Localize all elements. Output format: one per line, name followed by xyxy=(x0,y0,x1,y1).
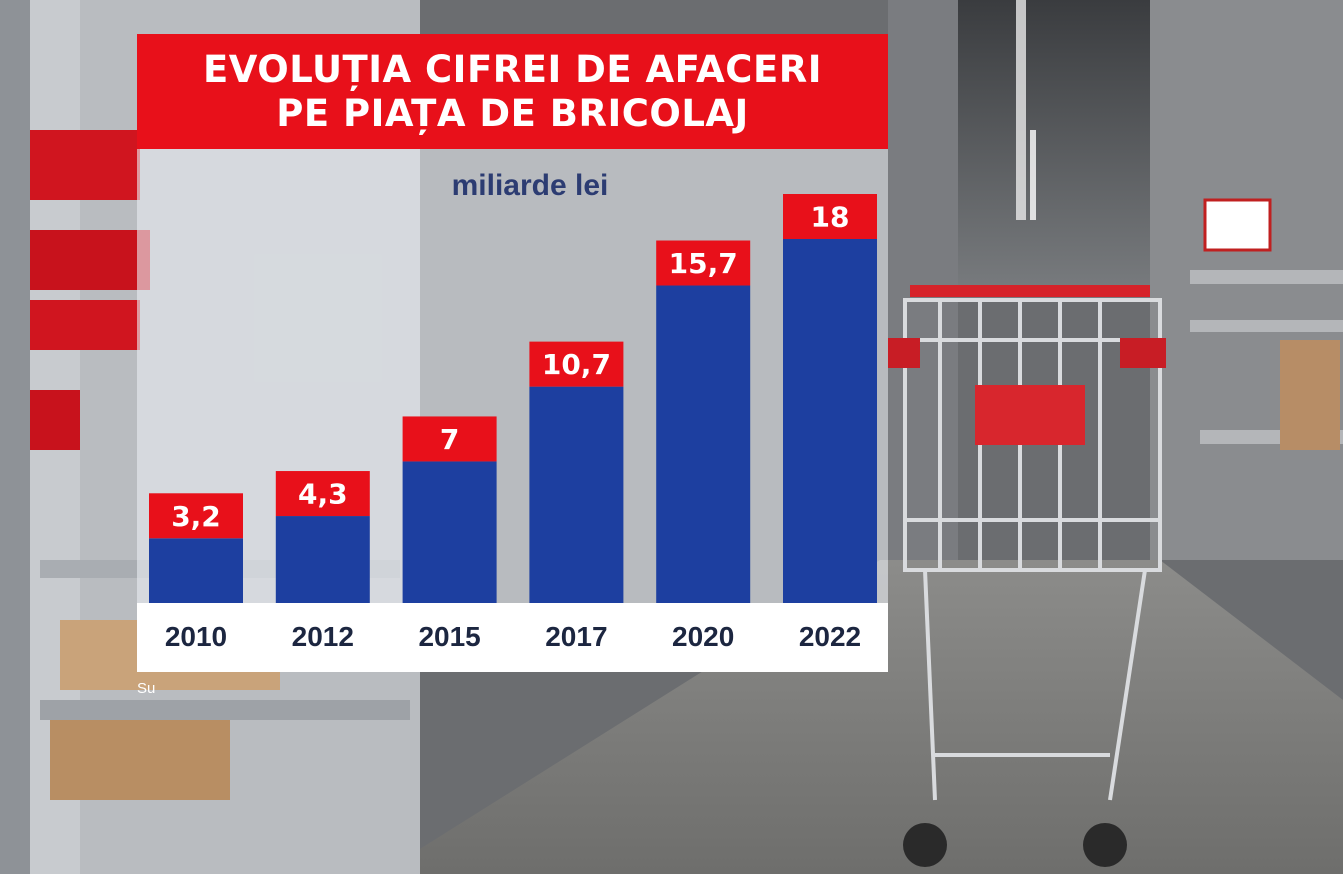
x-tick-2017: 2017 xyxy=(545,621,608,652)
chart-title-line-1: EVOLUȚIA CIFREI DE AFACERI xyxy=(202,47,822,91)
bar-2020 xyxy=(656,285,751,603)
value-label-box-2012 xyxy=(275,471,370,517)
x-tick-2015: 2015 xyxy=(418,621,481,652)
bar-2017 xyxy=(529,386,624,603)
bar-2022 xyxy=(783,239,877,603)
x-tick-2020: 2020 xyxy=(672,621,735,652)
chart-title-line-2: PE PIAȚA DE BRICOLAJ xyxy=(276,91,749,135)
value-label-2020: 15,7 xyxy=(669,247,738,280)
bar-2012 xyxy=(275,516,370,603)
value-label-box-2017 xyxy=(529,341,624,387)
plot-area xyxy=(137,149,888,603)
chart-title-bar: EVOLUȚIA CIFREI DE AFACERI PE PIAȚA DE B… xyxy=(137,34,888,149)
chart-panel: EVOLUȚIA CIFREI DE AFACERI PE PIAȚA DE B… xyxy=(137,34,888,672)
x-axis-strip xyxy=(137,603,888,672)
value-label-2012: 4,3 xyxy=(298,478,348,511)
value-label-box-2015 xyxy=(402,416,497,462)
x-tick-2012: 2012 xyxy=(291,621,354,652)
bar-chart-svg: 3,2 4,3 7 10,7 15,7 18 xyxy=(149,194,877,603)
bar-2015 xyxy=(402,461,497,603)
x-tick-2022: 2022 xyxy=(798,621,862,652)
x-tick-2010: 2010 xyxy=(164,621,228,652)
source-caption-fragment: Su xyxy=(137,680,156,697)
unit-label: miliarde lei xyxy=(451,169,609,202)
value-label-box-2010 xyxy=(149,493,243,539)
value-label-2017: 10,7 xyxy=(542,348,611,381)
value-label-2015: 7 xyxy=(440,423,459,456)
value-label-box-2022 xyxy=(783,194,877,239)
value-label-2010: 3,2 xyxy=(171,500,221,533)
value-label-box-2020 xyxy=(656,240,751,286)
bar-2010 xyxy=(149,538,243,603)
value-label-2022: 18 xyxy=(811,201,850,234)
